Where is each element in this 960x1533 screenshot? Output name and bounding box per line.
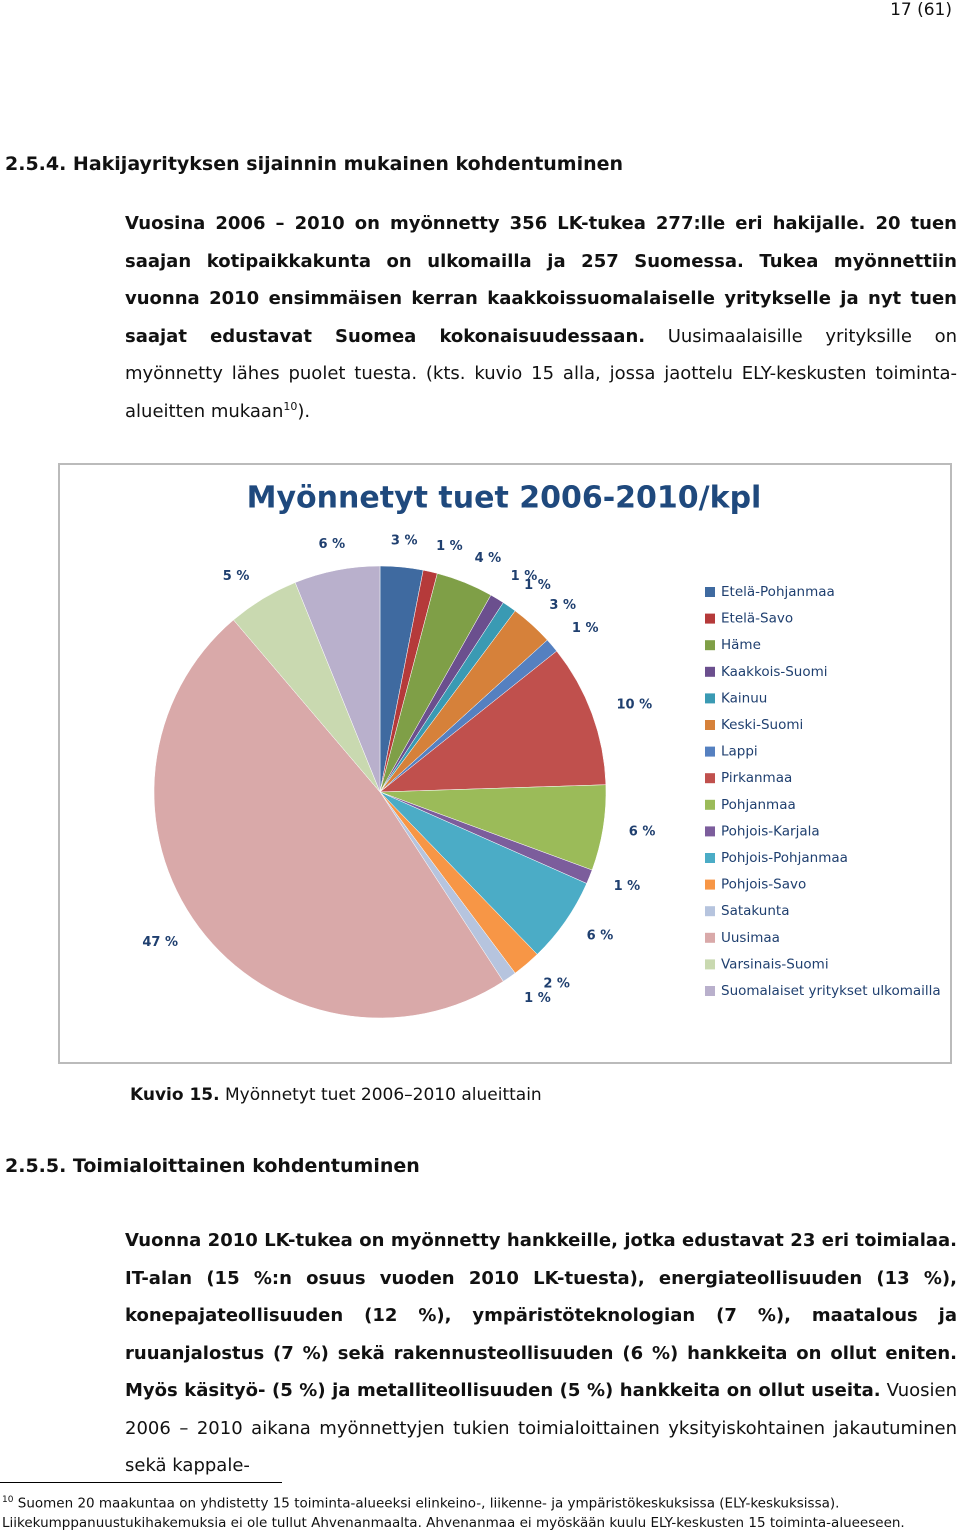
text-run: ). — [297, 400, 311, 422]
data-label: 1 % — [614, 879, 641, 894]
legend-label: Kainuu — [721, 690, 767, 706]
caption-label: Kuvio 15. — [130, 1085, 220, 1105]
legend-label: Lappi — [721, 744, 758, 760]
chart-frame: Myönnetyt tuet 2006-2010/kpl 3 % 1 % 4 % 1 … — [58, 463, 952, 1064]
legend-label: Pohjois-Karjala — [721, 823, 820, 839]
pie-slice — [294, 565, 381, 793]
legend-label: Pohjois-Savo — [721, 877, 806, 893]
legend-label: Satakunta — [721, 903, 790, 919]
legend-label: Pohjois-Pohjanmaa — [721, 850, 848, 866]
legend-swatch — [705, 666, 715, 677]
legend-swatch — [705, 879, 715, 890]
data-label: 1 % — [572, 621, 599, 636]
section-heading: 2.5.5. Toimialoittainen kohdentuminen — [5, 1155, 420, 1177]
legend-label: Suomalaiset yritykset ulkomailla — [721, 983, 941, 999]
data-label: 6 % — [587, 929, 614, 944]
legend-swatch — [705, 693, 715, 704]
legend-label: Etelä-Pohjanmaa — [721, 584, 835, 600]
chart: Myönnetyt tuet 2006-2010/kpl 3 % 1 % 4 % 1 … — [142, 481, 941, 1019]
data-label: 3 % — [391, 534, 418, 549]
data-label: 5 % — [223, 569, 250, 584]
legend-swatch — [705, 720, 715, 730]
legend-label: Etelä-Savo — [721, 611, 793, 627]
caption-text: Myönnetyt tuet 2006–2010 alueittain — [225, 1085, 542, 1105]
chart-title: Myönnetyt tuet 2006-2010/kpl — [247, 481, 762, 516]
paragraph: Vuosina 2006 – 2010 on myönnetty 356 LK-… — [125, 205, 957, 430]
legend-swatch — [705, 773, 715, 784]
legend-label: Uusimaa — [721, 930, 780, 946]
legend-swatch — [705, 640, 715, 651]
text-run: Vuosien 2006 – 2010 aikana myönnettyjen … — [125, 1380, 957, 1476]
data-label: 6 % — [629, 825, 656, 840]
data-label: 10 % — [616, 697, 652, 712]
section-heading: 2.5.4. Hakijayrityksen sijainnin mukaine… — [5, 153, 624, 175]
legend-swatch — [705, 613, 715, 624]
legend-swatch — [705, 959, 715, 970]
data-label: 2 % — [543, 976, 570, 991]
data-label: 1 % — [524, 991, 551, 1006]
legend-label: Pirkanmaa — [721, 770, 792, 786]
text-run: Vuonna 2010 LK-tukea on myönnetty hankke… — [125, 1230, 957, 1401]
footnote-text: Suomen 20 maakuntaa on yhdistetty 15 toi… — [2, 1495, 905, 1531]
legend-label: Kaakkois-Suomi — [721, 664, 828, 680]
footnote-ref: 10 — [283, 399, 298, 413]
data-label: 4 % — [475, 551, 502, 566]
text-run: Uusimaalaisille yrityksille on myönnetty… — [125, 325, 957, 422]
data-label: 6 % — [319, 537, 346, 552]
legend-label: Pohjanmaa — [721, 797, 796, 813]
legend-swatch — [705, 986, 715, 996]
legend-swatch — [705, 853, 715, 863]
legend-swatch — [705, 746, 715, 757]
legend-swatch — [705, 799, 715, 810]
data-label: 3 % — [549, 598, 576, 613]
legend-label: Keski-Suomi — [721, 717, 803, 733]
legend-label: Häme — [721, 637, 761, 653]
page-number: 17 (61) — [890, 0, 952, 20]
data-label: 47 % — [142, 935, 178, 950]
pie-slice — [379, 650, 607, 793]
data-label: 1 % — [524, 578, 551, 593]
legend-swatch — [705, 932, 715, 943]
legend-label: Varsinais-Suomi — [721, 956, 829, 972]
paragraph: Vuonna 2010 LK-tukea on myönnetty hankke… — [125, 1222, 957, 1485]
pie-slice — [153, 619, 504, 1019]
legend-swatch — [705, 587, 715, 597]
data-label: 1 % — [436, 539, 463, 554]
footnote-rule — [0, 1482, 282, 1483]
legend-swatch — [705, 826, 715, 837]
data-label: 1 % — [511, 569, 538, 584]
footnote: 10 Suomen 20 maakuntaa on yhdistetty 15 … — [2, 1491, 954, 1533]
footnote-marker: 10 — [2, 1495, 14, 1505]
caption: Kuvio 15. Myönnetyt tuet 2006–2010 aluei… — [130, 1085, 542, 1105]
text-run: Vuosina 2006 – 2010 on myönnetty 356 LK-… — [125, 213, 957, 347]
legend-swatch — [705, 906, 715, 917]
